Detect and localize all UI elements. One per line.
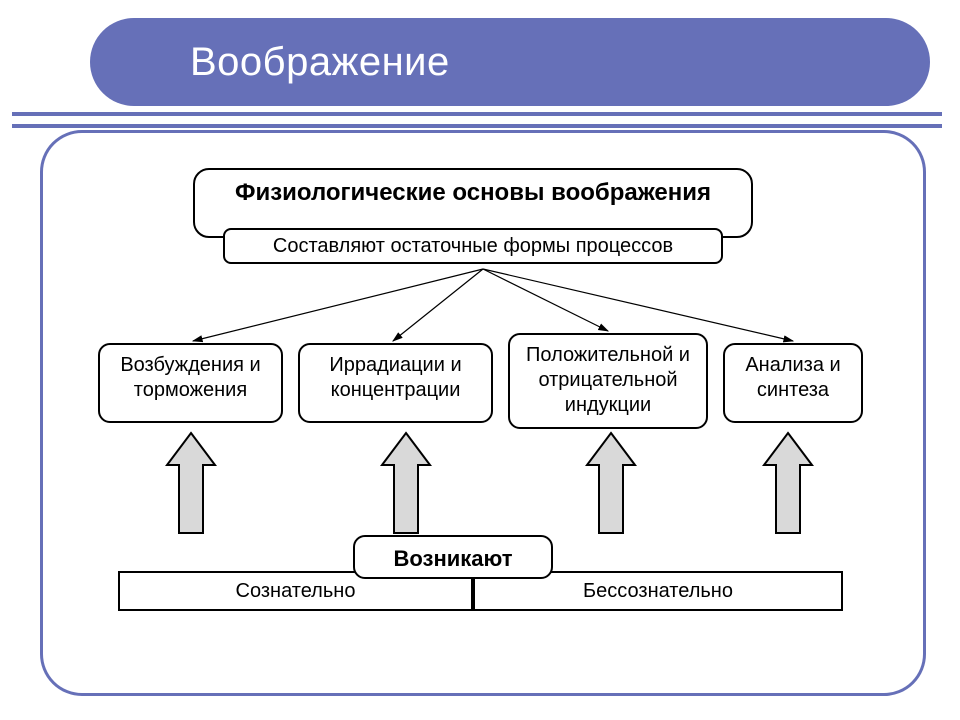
content-panel: Физиологические основы воображения Соста… [40, 130, 926, 696]
node-arise: Возникают [353, 535, 553, 579]
slide: Воображение Физиологические основы вообр… [0, 0, 960, 720]
slide-title: Воображение [190, 40, 450, 85]
title-bar: Воображение [90, 18, 930, 106]
divider-rule [12, 112, 942, 128]
